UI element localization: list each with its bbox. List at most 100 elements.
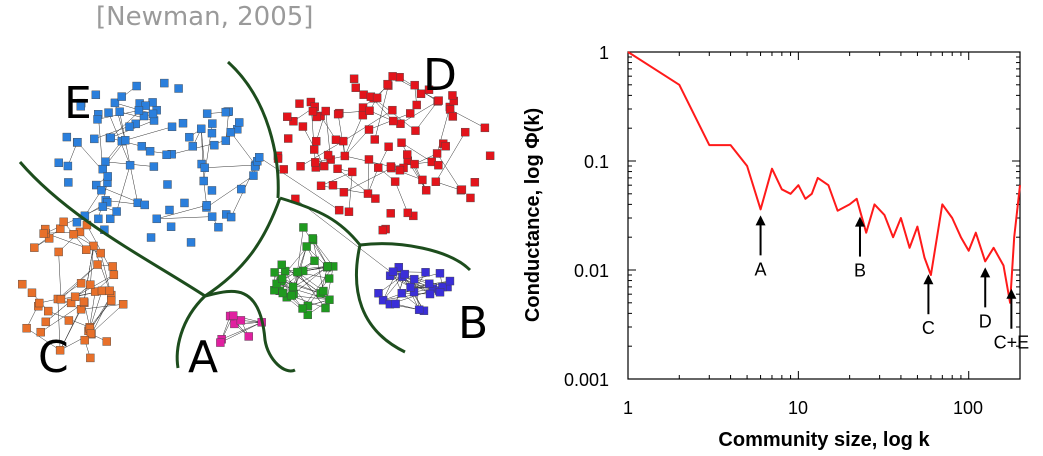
network-edge: [337, 114, 346, 157]
network-node: [255, 153, 264, 162]
network-node: [321, 303, 330, 313]
network-node: [118, 300, 128, 309]
network-node: [228, 311, 238, 320]
network-node: [435, 288, 445, 297]
community-label-a: A: [188, 332, 218, 383]
network-node: [340, 151, 350, 161]
network-edge: [282, 278, 321, 294]
network-node: [331, 135, 341, 144]
network-node: [146, 233, 156, 242]
network-node: [324, 274, 334, 283]
network-node: [112, 207, 121, 216]
network-node: [186, 238, 196, 247]
network-node: [137, 142, 147, 151]
network-edge: [367, 167, 379, 194]
network-node: [72, 218, 82, 227]
network-node: [270, 268, 279, 277]
network-node: [348, 167, 357, 177]
annotation-label-a: A: [755, 259, 767, 279]
network-node: [441, 141, 450, 151]
network-node: [418, 175, 427, 185]
network-node: [133, 198, 142, 208]
network-node: [372, 93, 382, 103]
network-node: [319, 161, 329, 171]
network-node: [221, 136, 231, 145]
network-node: [344, 207, 354, 216]
network-node: [434, 160, 443, 170]
network-node: [174, 84, 183, 93]
network-node: [86, 280, 95, 289]
community-label-c: C: [38, 332, 69, 383]
network-edge: [374, 85, 389, 140]
network-node: [363, 189, 373, 198]
network-node: [405, 109, 415, 118]
network-node: [410, 80, 419, 90]
network-edge: [312, 239, 334, 267]
network-node: [76, 102, 86, 111]
network-node: [64, 316, 74, 325]
network-node: [207, 128, 217, 138]
network-node: [109, 270, 119, 280]
network-edge: [259, 157, 340, 211]
xtick-1: 1: [623, 398, 633, 418]
network-node: [378, 225, 387, 235]
network-node: [200, 163, 209, 172]
network-node: [333, 109, 343, 119]
network-node: [277, 260, 286, 269]
network-node: [208, 119, 217, 128]
network-node: [299, 223, 308, 232]
annotation-arrowhead: [923, 274, 934, 285]
network-node: [106, 214, 115, 224]
network-node: [199, 176, 208, 186]
network-node: [41, 317, 51, 327]
network-node: [391, 299, 400, 309]
network-node: [98, 202, 108, 211]
network-node: [44, 306, 53, 316]
network-node: [311, 158, 320, 167]
network-node: [27, 288, 37, 298]
network-node: [39, 229, 48, 238]
network-node: [302, 242, 311, 251]
x-tick-labels: 1 10 100: [623, 398, 983, 418]
network-node: [221, 107, 230, 117]
network-edge: [281, 280, 321, 294]
network-edge: [394, 181, 409, 213]
network-node: [461, 127, 470, 137]
network-node: [125, 122, 134, 131]
network-nodes: [18, 72, 495, 363]
network-node: [226, 128, 236, 137]
network-node: [91, 180, 101, 190]
network-node: [485, 151, 495, 160]
network-node: [160, 78, 169, 88]
network-node: [244, 332, 253, 341]
network-node: [80, 335, 89, 345]
network-node: [365, 106, 374, 115]
network-edge: [404, 273, 431, 295]
network-node: [54, 158, 63, 168]
network-node: [283, 112, 292, 121]
network-node: [82, 245, 91, 254]
network-node: [384, 142, 393, 151]
network-node: [35, 298, 44, 308]
network-edge: [297, 227, 304, 273]
network-node: [59, 217, 68, 227]
network-node: [97, 286, 107, 296]
annotation-arrowhead: [980, 267, 991, 278]
network-node: [470, 178, 480, 187]
network-node: [323, 262, 332, 271]
network-node: [163, 180, 172, 189]
network-edge: [415, 101, 438, 131]
network-edge: [344, 129, 370, 157]
network-node: [63, 161, 73, 171]
network-edge: [312, 239, 324, 292]
community-label-e: E: [64, 78, 92, 129]
network-edge: [90, 245, 94, 285]
network-node: [56, 295, 66, 304]
network-node: [325, 295, 334, 304]
network-node: [121, 136, 130, 145]
network-node: [374, 289, 383, 298]
network-node: [351, 83, 360, 92]
annotation-arrowhead: [755, 215, 766, 226]
network-node: [466, 193, 475, 203]
network-edge: [230, 132, 256, 166]
